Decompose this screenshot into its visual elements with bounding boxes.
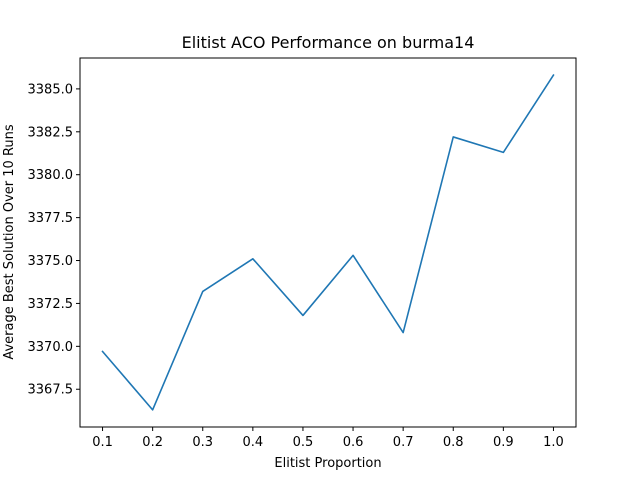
x-tick-label: 0.2 [142,435,163,450]
chart-title: Elitist ACO Performance on burma14 [182,33,475,52]
data-point [252,258,254,260]
y-tick-label: 3377.5 [28,211,74,226]
y-tick-label: 3380.0 [28,168,74,183]
data-point [503,152,505,154]
data-point [102,351,104,353]
x-tick-label: 0.9 [493,435,514,450]
data-point [302,315,304,317]
y-tick-label: 3375.0 [28,254,74,269]
y-axis-ticks: 3367.5 3370.0 3372.5 3375.0 3377.5 3380.0 3382… [28,82,80,398]
y-tick-label: 3382.5 [28,125,74,140]
x-axis-label: Elitist Proportion [274,456,381,471]
y-tick-label: 3385.0 [28,82,74,97]
x-tick-label: 1.0 [543,435,564,450]
series-line-0 [101,74,555,411]
x-axis-ticks: 0.1 0.2 0.3 0.4 0.5 0.6 0.7 0.8 0.9 1.0 [92,427,564,450]
data-point [402,332,404,334]
y-tick-label: 3372.5 [28,297,74,312]
x-tick-label: 0.6 [343,435,364,450]
x-tick-label: 0.4 [243,435,264,450]
y-axis-label: Average Best Solution Over 10 Runs [2,124,17,360]
data-point [452,136,454,138]
plot-frame [79,57,577,428]
x-tick-label: 0.3 [192,435,213,450]
data-point [352,255,354,257]
data-point [152,409,154,411]
x-tick-label: 0.1 [92,435,113,450]
data-point [553,74,555,76]
x-tick-label: 0.8 [443,435,464,450]
x-tick-label: 0.7 [393,435,414,450]
y-tick-label: 3370.0 [28,340,74,355]
y-tick-label: 3367.5 [28,383,74,398]
x-tick-label: 0.5 [293,435,314,450]
data-point [202,291,204,293]
plot-area [79,57,577,428]
